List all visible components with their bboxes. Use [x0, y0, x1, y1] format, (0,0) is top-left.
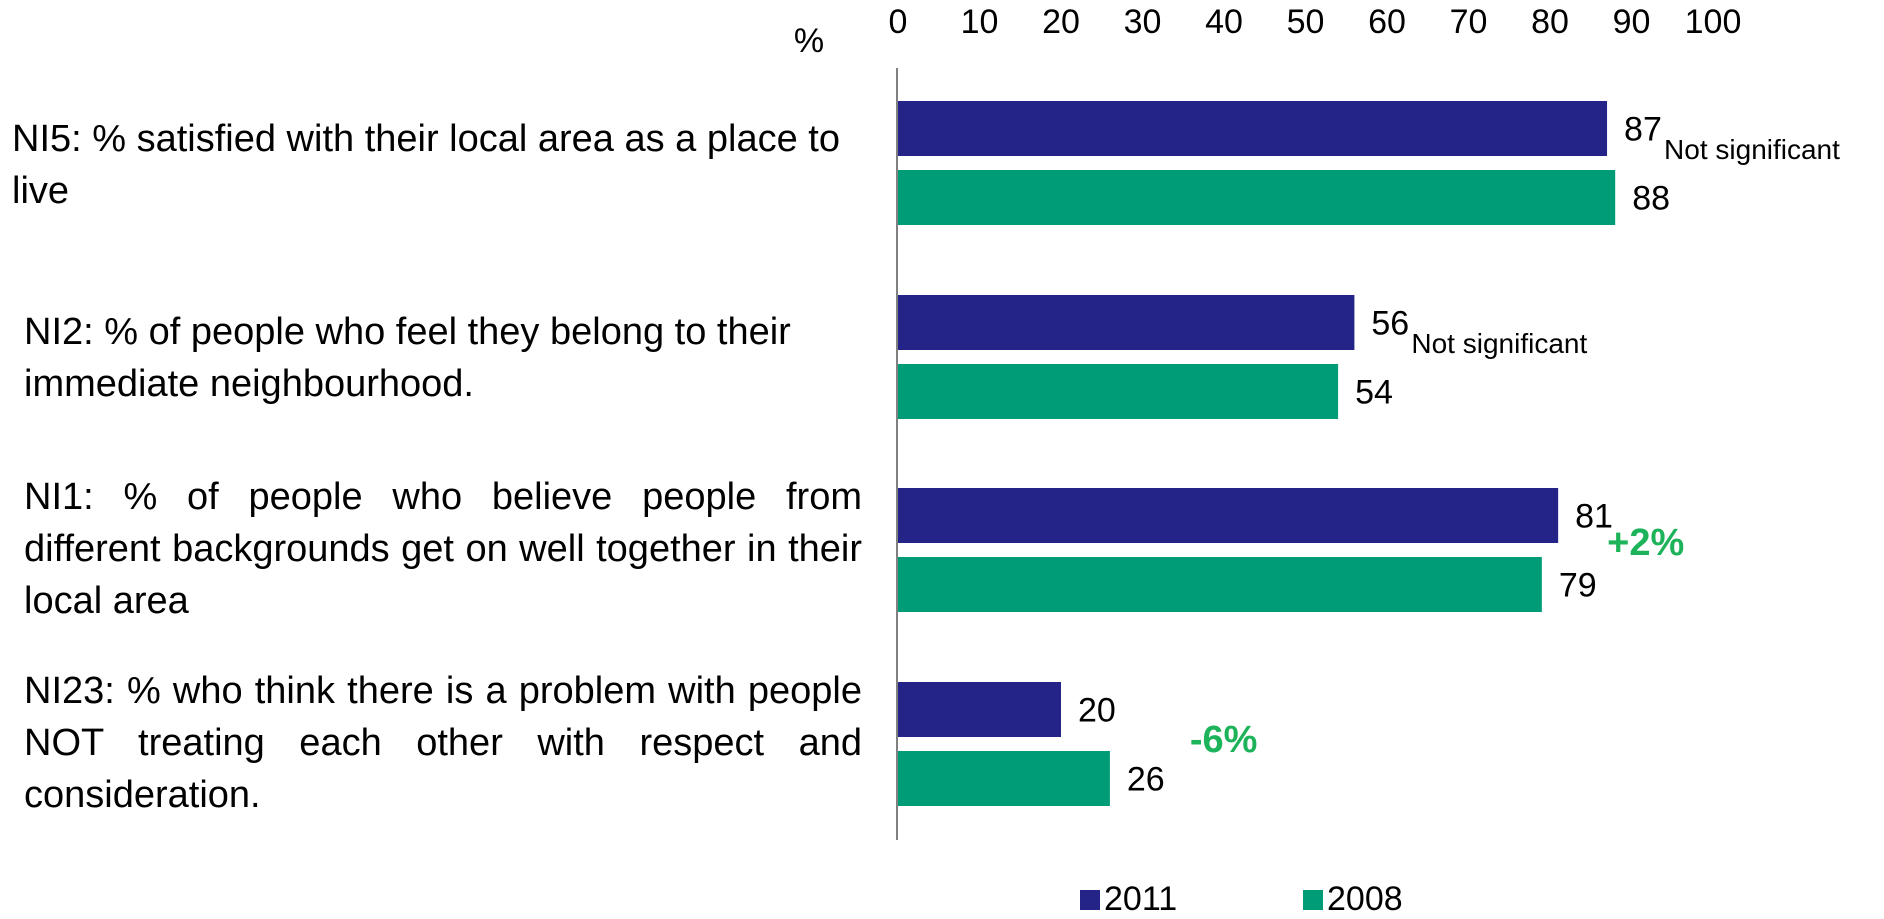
x-tick-label: 100 — [1685, 3, 1742, 41]
data-label-2008: 88 — [1632, 180, 1670, 218]
annotation-label: Not significant — [1411, 328, 1587, 359]
x-tick-label: 0 — [889, 3, 908, 41]
bars-layer — [898, 101, 1616, 806]
data-label-2008: 79 — [1559, 567, 1597, 605]
bar-2008 — [898, 364, 1339, 419]
x-tick-label: 20 — [1042, 3, 1080, 41]
x-tick-label: 60 — [1368, 3, 1406, 41]
bar-2011 — [898, 488, 1559, 543]
x-tick-label: 80 — [1531, 3, 1569, 41]
x-tick-label: 10 — [961, 3, 999, 41]
annotation-label: -6% — [1190, 719, 1258, 761]
x-tick-label: 40 — [1205, 3, 1243, 41]
legend-swatch-2008 — [1303, 889, 1323, 910]
data-label-2011: 56 — [1371, 305, 1409, 343]
data-label-2011: 81 — [1575, 498, 1613, 536]
x-tick-label: 90 — [1613, 3, 1651, 41]
axis-layer: % 0 10 20 30 40 50 60 70 80 90 100 — [794, 3, 1741, 840]
x-tick-label: 70 — [1450, 3, 1488, 41]
legend: 2011 — [1080, 880, 1177, 919]
category-label-ni5: NI5: % satisfied with their local area a… — [12, 118, 840, 212]
data-label-2011: 20 — [1078, 692, 1116, 730]
bar-2008 — [898, 557, 1542, 612]
data-label-2008: 26 — [1127, 761, 1165, 799]
bar-2011 — [898, 295, 1355, 350]
data-label-2008: 54 — [1355, 374, 1393, 412]
bar-2008 — [898, 751, 1110, 806]
legend-label-2011: 2011 — [1104, 880, 1178, 918]
legend-label-2008: 2008 — [1327, 880, 1403, 918]
category-label-ni1: NI1: % of people who believe people from… — [24, 476, 862, 622]
legend-swatch-2011 — [1080, 889, 1100, 910]
bar-2011 — [898, 101, 1608, 156]
bar-2011 — [898, 682, 1061, 737]
axis-unit-label: % — [794, 22, 824, 60]
labels-layer: 87 56 81 20 88 54 79 26 Not significant Not signi… — [1078, 111, 1840, 799]
x-tick-label: 30 — [1124, 3, 1162, 41]
data-label-2011: 87 — [1624, 111, 1662, 149]
category-label-ni23: NI23: % who think there is a problem wit… — [24, 670, 862, 816]
annotation-label: +2% — [1607, 522, 1684, 564]
annotation-label: Not significant — [1664, 134, 1840, 165]
bar-2008 — [898, 170, 1616, 225]
category-label-ni2: NI2: % of people who feel they belong to… — [24, 311, 791, 405]
legend: 2008 — [1303, 880, 1403, 919]
x-tick-label: 50 — [1287, 3, 1325, 41]
